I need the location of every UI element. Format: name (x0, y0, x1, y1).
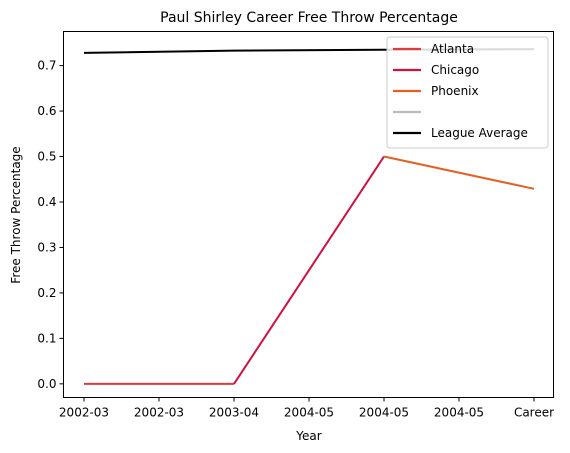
y-tick-label: 0.1 (37, 331, 56, 345)
x-tick-label: Career (514, 406, 554, 420)
series-line-chicago (233, 155, 385, 385)
x-tick-label: 2002-03 (134, 406, 184, 420)
legend-box (386, 36, 549, 149)
x-axis-label: Year (295, 429, 321, 443)
legend-label: Phoenix (431, 84, 479, 98)
y-tick-label: 0.5 (37, 150, 56, 164)
chart-title: Paul Shirley Career Free Throw Percentag… (160, 10, 458, 26)
x-tick-label: 2004-05 (359, 406, 409, 420)
y-tick-label: 0.6 (37, 104, 56, 118)
series-line-phoenix (383, 155, 535, 190)
y-tick-label: 0.0 (37, 377, 56, 391)
legend-label: League Average (431, 126, 528, 140)
y-axis: 0.0 0.1 0.2 0.3 0.4 0.5 0.6 0.7 (37, 59, 64, 391)
legend: Atlanta Chicago Phoenix League Average (386, 36, 549, 149)
y-tick-label: 0.7 (37, 59, 56, 73)
y-axis-label: Free Throw Percentage (9, 146, 23, 283)
x-tick-label: 2004-05 (284, 406, 334, 420)
legend-label: Chicago (431, 63, 479, 77)
y-tick-label: 0.3 (37, 240, 56, 254)
x-tick-label: 2003-04 (209, 406, 259, 420)
y-tick-label: 0.4 (37, 195, 56, 209)
x-axis: 2002-03 2002-03 2003-04 2004-05 2004-05 2004-… (59, 397, 554, 420)
x-tick-label: 2004-05 (434, 406, 484, 420)
x-tick-label: 2002-03 (59, 406, 109, 420)
y-tick-label: 0.2 (37, 286, 56, 300)
legend-label: Atlanta (431, 42, 474, 56)
